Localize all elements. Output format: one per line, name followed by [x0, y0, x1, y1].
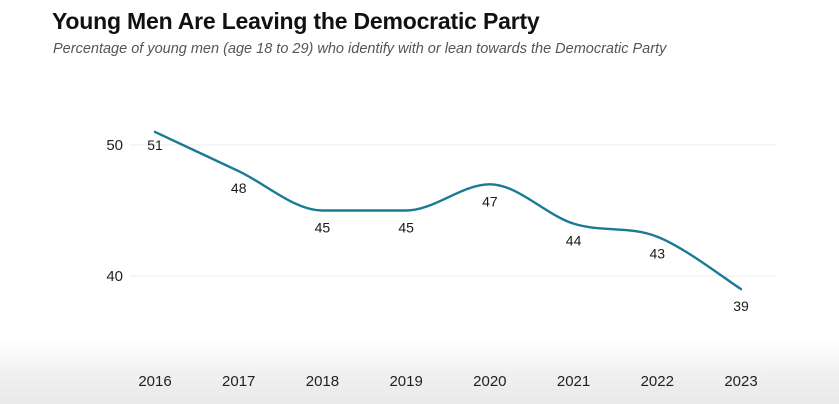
series-lines	[153, 130, 743, 291]
data-label-2016: 51	[147, 137, 163, 153]
x-tick-label-2018: 2018	[306, 373, 339, 390]
x-tick-label-2017: 2017	[222, 373, 255, 390]
y-tick-label-50: 50	[106, 137, 123, 154]
chart-subtitle: Percentage of young men (age 18 to 29) w…	[53, 41, 667, 57]
x-tick-label-2022: 2022	[641, 373, 674, 390]
gridlines	[130, 144, 776, 277]
x-tick-label-2016: 2016	[138, 373, 171, 390]
data-label-2022: 43	[649, 246, 665, 262]
data-labels: 51 48 45 45 47 44 43 39	[147, 137, 749, 314]
data-label-2019: 45	[398, 220, 414, 236]
x-tick-label-2021: 2021	[557, 373, 590, 390]
x-tick-label-2020: 2020	[473, 373, 506, 390]
y-tick-label-40: 40	[106, 268, 123, 285]
data-label-2020: 47	[482, 193, 498, 209]
x-tick-label-2023: 2023	[724, 373, 757, 390]
data-label-2017: 48	[231, 180, 247, 196]
data-label-2023: 39	[733, 298, 749, 314]
data-label-2018: 45	[315, 220, 331, 236]
data-label-2021: 44	[566, 233, 582, 249]
series-line-0	[153, 130, 743, 291]
y-axis-ticks: 40 50	[106, 137, 123, 285]
chart-title: Young Men Are Leaving the Democratic Par…	[52, 8, 540, 34]
x-tick-label-2019: 2019	[389, 373, 422, 390]
x-axis-ticks: 2016 2017 2018 2019 2020 2021 2022 2023	[138, 373, 757, 390]
